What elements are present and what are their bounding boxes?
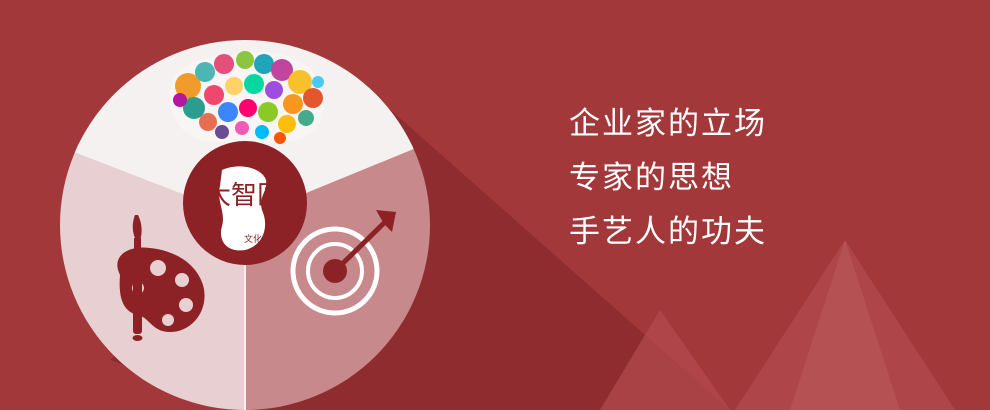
brand-seal-logo: 大智匠 文化传播 [183,141,307,265]
tagline: 企业家的立场 专家的思想 手艺人的功夫 [569,97,767,259]
background-mountains [600,240,955,410]
logo-subtext: 文化传播 [244,233,280,245]
tagline-line-3: 手艺人的功夫 [569,205,767,259]
logo-text: 大智匠 [205,181,283,211]
tagline-line-2: 专家的思想 [569,151,767,205]
colorful-brain-icon [170,51,324,144]
tagline-line-1: 企业家的立场 [569,97,767,151]
